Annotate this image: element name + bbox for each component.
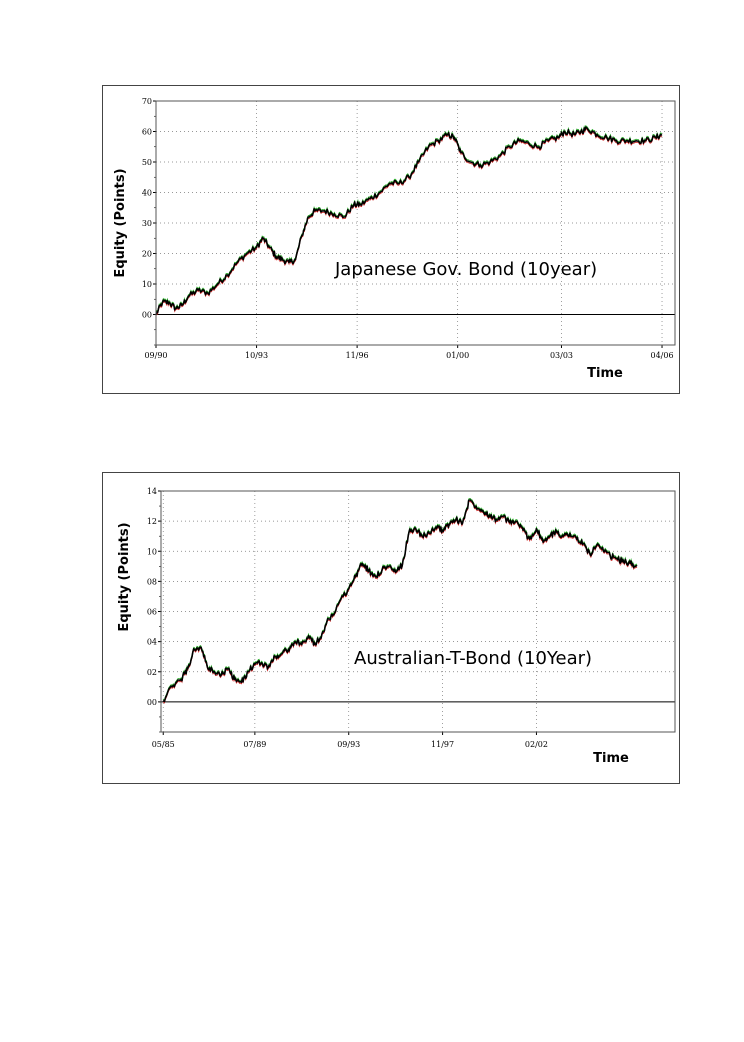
jgb-x-ticks: 09/90 10/93 11/96 01/00 03/03 04/06 <box>144 345 674 360</box>
jgb-equity-high-trace <box>155 124 663 314</box>
atb-x-tick-label: 09/93 <box>337 740 360 749</box>
atb-y-tick-label: 02 <box>147 668 157 677</box>
jgb-y-tick-label: 60 <box>142 128 152 137</box>
atb-chart-frame: 14 12 10 08 06 04 02 00 05/85 07/89 09/93 11/97 02/… <box>102 472 680 784</box>
jgb-chart: 70 60 50 40 30 20 10 00 09/90 10/93 11/96 01/00 03/… <box>113 97 676 381</box>
atb-gridlines <box>161 490 675 732</box>
jgb-y-axis-label: Equity (Points) <box>113 168 128 277</box>
atb-x-tick-label: 02/02 <box>525 740 548 749</box>
jgb-y-ticks: 70 60 50 40 30 20 10 00 <box>142 97 156 346</box>
atb-plot-area <box>160 490 676 733</box>
jgb-chart-title: Japanese Gov. Bond (10year) <box>334 259 597 280</box>
jgb-x-tick-label: 10/93 <box>245 351 268 360</box>
jgb-gridlines <box>155 100 675 345</box>
atb-chart: 14 12 10 08 06 04 02 00 05/85 07/89 09/93 11/97 02/… <box>117 487 676 766</box>
jgb-y-tick-label: 30 <box>142 219 152 228</box>
atb-y-tick-label: 08 <box>147 577 157 586</box>
atb-x-tick-label: 11/97 <box>431 740 454 749</box>
atb-equity-line <box>162 499 638 703</box>
jgb-y-tick-label: 00 <box>142 311 152 320</box>
jgb-y-tick-label: 20 <box>142 250 152 259</box>
atb-y-axis-label: Equity (Points) <box>117 522 132 631</box>
jgb-x-tick-label: 03/03 <box>550 351 573 360</box>
jgb-y-tick-label: 10 <box>142 280 152 289</box>
atb-x-tick-label: 05/85 <box>152 740 175 749</box>
atb-equity-high-trace <box>162 497 638 701</box>
jgb-x-tick-label: 01/00 <box>446 351 469 360</box>
atb-equity-low-trace <box>162 500 638 704</box>
jgb-x-tick-label: 09/90 <box>144 351 167 360</box>
jgb-x-axis-label: Time <box>587 366 623 381</box>
atb-y-tick-label: 00 <box>147 698 157 707</box>
jgb-x-tick-label: 04/06 <box>650 351 673 360</box>
jgb-plot-area <box>155 100 676 346</box>
atb-x-tick-label: 07/89 <box>243 740 266 749</box>
jgb-x-tick-label: 11/96 <box>346 351 369 360</box>
atb-y-tick-label: 14 <box>147 487 157 496</box>
atb-y-tick-label: 04 <box>147 638 157 647</box>
atb-y-tick-label: 12 <box>147 517 157 526</box>
atb-x-axis-label: Time <box>593 751 629 766</box>
atb-chart-title: Australian-T-Bond (10Year) <box>354 648 592 669</box>
jgb-chart-frame: 70 60 50 40 30 20 10 00 09/90 10/93 11/96 01/00 03/… <box>102 85 680 394</box>
jgb-y-tick-label: 50 <box>142 158 152 167</box>
jgb-equity-low-trace <box>155 127 663 317</box>
jgb-y-tick-label: 70 <box>142 97 152 106</box>
jgb-y-tick-label: 40 <box>142 189 152 198</box>
atb-y-ticks: 14 12 10 08 06 04 02 00 <box>147 487 161 733</box>
atb-x-ticks: 05/85 07/89 09/93 11/97 02/02 <box>152 732 548 749</box>
atb-y-tick-label: 10 <box>147 547 157 556</box>
jgb-equity-line <box>155 126 663 315</box>
atb-y-tick-label: 06 <box>147 608 157 617</box>
